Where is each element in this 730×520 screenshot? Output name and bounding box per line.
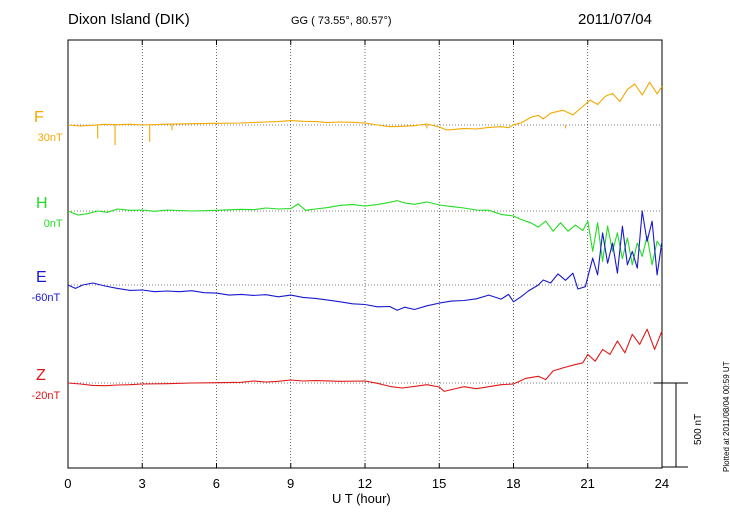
x-tick-label: 21 [580, 476, 595, 491]
x-tick-label: 3 [138, 476, 146, 491]
channel-name-z: Z [36, 367, 46, 384]
channel-baseline-e: -60nT [31, 292, 61, 304]
channel-baseline-f: 30nT [37, 132, 63, 144]
x-tick-label: 6 [212, 476, 221, 491]
geomagnetic-coordinates: GG ( 73.55°, 80.57°) [291, 15, 392, 27]
x-tick-label: 12 [357, 476, 373, 491]
channel-name-f: F [34, 109, 44, 126]
x-tick-label: 0 [64, 476, 72, 491]
x-tick-label: 9 [287, 476, 295, 491]
scale-bar-label: 500 nT [693, 413, 704, 445]
channel-baseline-h: 0nT [43, 218, 63, 230]
scale-bar [654, 382, 688, 468]
series-layer [67, 81, 663, 392]
x-tick-label: 24 [654, 476, 670, 491]
plot-date: 2011/07/04 [578, 11, 652, 28]
x-tick-label: 18 [506, 476, 521, 491]
x-tick-label: 15 [431, 476, 447, 491]
x-axis-label: U T (hour) [332, 491, 391, 506]
station-title: Dixon Island (DIK) [68, 11, 190, 28]
channel-name-e: E [36, 269, 47, 286]
plotted-timestamp: Plotted at 2011/08/04 00:59 UT [722, 361, 730, 472]
grid-lines [68, 40, 662, 468]
series-line-f [67, 81, 663, 131]
channel-baseline-z: -20nT [31, 390, 61, 402]
x-axis-ticks [67, 40, 663, 468]
channel-name-h: H [36, 195, 48, 212]
series-line-e [67, 210, 663, 311]
series-line-z [67, 328, 663, 392]
